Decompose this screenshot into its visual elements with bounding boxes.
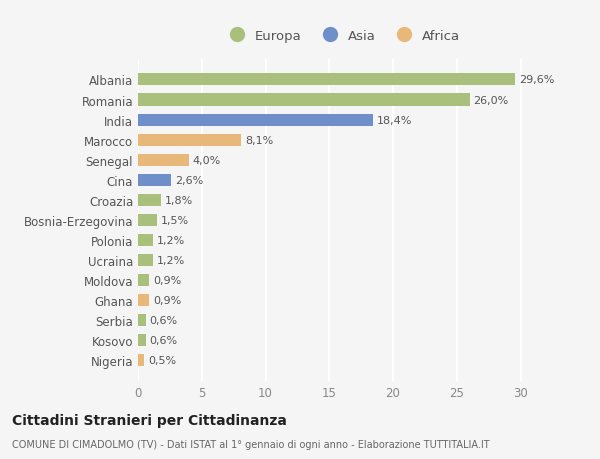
- Text: 1,2%: 1,2%: [157, 235, 185, 245]
- Text: 18,4%: 18,4%: [376, 115, 412, 125]
- Bar: [138, 274, 149, 286]
- Text: Cittadini Stranieri per Cittadinanza: Cittadini Stranieri per Cittadinanza: [12, 414, 287, 428]
- Bar: [138, 314, 146, 326]
- Bar: [138, 354, 145, 366]
- Bar: [138, 214, 157, 226]
- Text: 0,6%: 0,6%: [149, 315, 178, 325]
- Legend: Europa, Asia, Africa: Europa, Asia, Africa: [219, 24, 465, 48]
- Bar: [138, 254, 154, 266]
- Text: 26,0%: 26,0%: [473, 95, 509, 105]
- Text: COMUNE DI CIMADOLMO (TV) - Dati ISTAT al 1° gennaio di ogni anno - Elaborazione : COMUNE DI CIMADOLMO (TV) - Dati ISTAT al…: [12, 440, 490, 449]
- Bar: [138, 154, 189, 166]
- Bar: [138, 114, 373, 126]
- Text: 4,0%: 4,0%: [193, 155, 221, 165]
- Bar: [138, 134, 241, 146]
- Text: 0,6%: 0,6%: [149, 336, 178, 345]
- Text: 0,9%: 0,9%: [154, 275, 182, 285]
- Bar: [138, 294, 149, 306]
- Text: 0,9%: 0,9%: [154, 295, 182, 305]
- Text: 29,6%: 29,6%: [519, 75, 554, 85]
- Text: 1,5%: 1,5%: [161, 215, 189, 225]
- Bar: [138, 74, 515, 86]
- Text: 0,5%: 0,5%: [148, 355, 176, 365]
- Text: 2,6%: 2,6%: [175, 175, 203, 185]
- Bar: [138, 194, 161, 206]
- Bar: [138, 94, 470, 106]
- Bar: [138, 334, 146, 347]
- Text: 8,1%: 8,1%: [245, 135, 274, 146]
- Text: 1,2%: 1,2%: [157, 255, 185, 265]
- Text: 1,8%: 1,8%: [165, 196, 193, 205]
- Bar: [138, 174, 171, 186]
- Bar: [138, 235, 154, 246]
